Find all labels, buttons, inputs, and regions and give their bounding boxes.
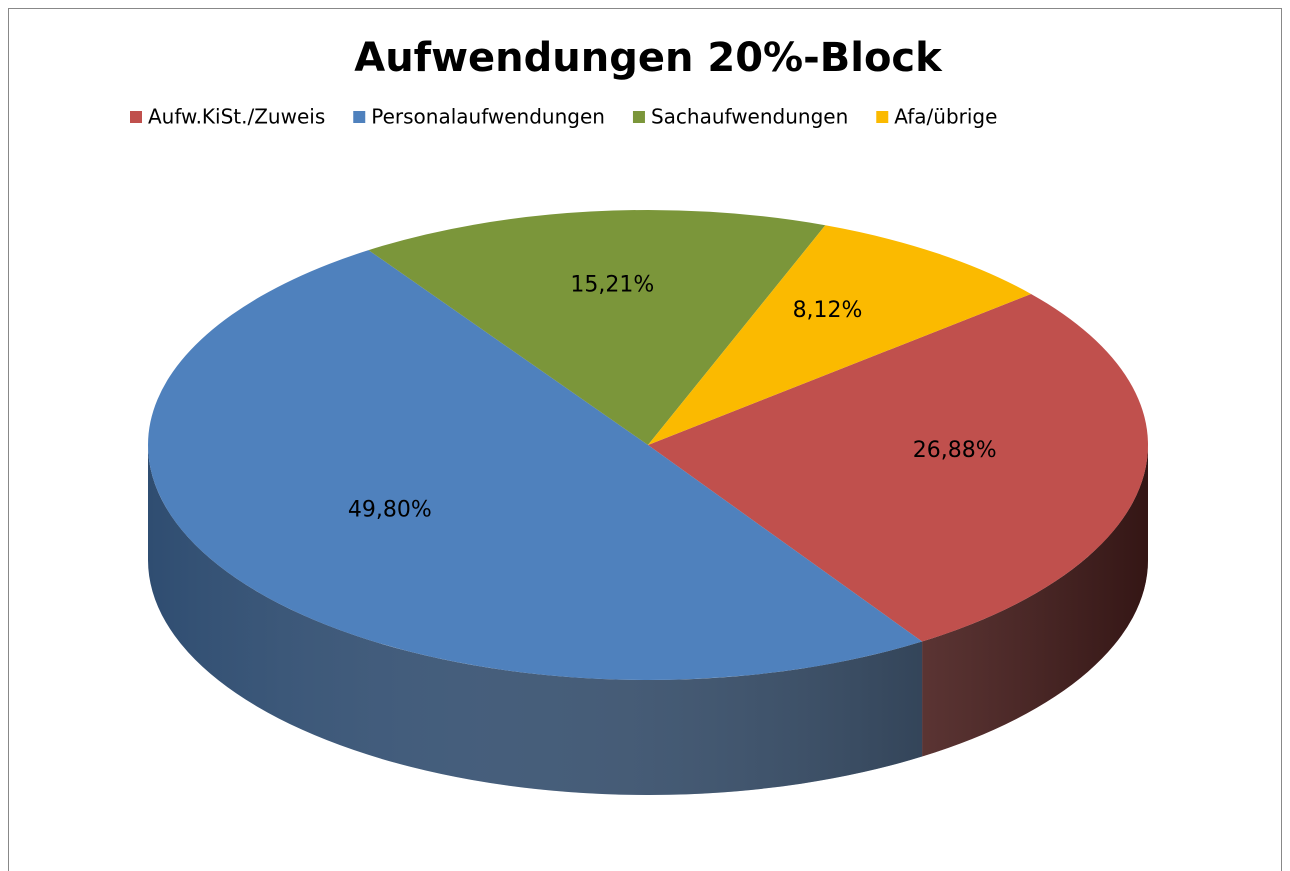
legend-swatch — [632, 111, 645, 123]
chart-title: Aufwendungen 20%-Block — [354, 35, 943, 81]
pie-slice — [648, 225, 1032, 445]
legend-label: Personalaufwendungen — [371, 105, 605, 129]
pie-slice — [368, 209, 826, 445]
legend-label: Afa/übrige — [894, 105, 997, 129]
data-label: 49,80% — [348, 498, 432, 523]
data-label: 15,21% — [570, 272, 654, 297]
data-label: 26,88% — [913, 438, 997, 463]
legend-label: Aufw.KiSt./Zuweis — [148, 105, 325, 129]
pie-sides — [148, 445, 1148, 795]
legend-label: Sachaufwendungen — [651, 105, 848, 129]
data-labels: 26,88% 49,80% 15,21% 8,12% — [348, 272, 997, 522]
legend-swatch — [876, 111, 889, 123]
data-label: 8,12% — [793, 298, 863, 323]
pie-side-shade — [922, 445, 1148, 757]
frame — [8, 8, 1282, 871]
pie-slice — [148, 250, 923, 680]
pie-tops — [148, 209, 1148, 680]
legend: Aufw.KiSt./Zuweis Personalaufwendungen Sac… — [130, 105, 997, 129]
pie-side-shade — [148, 445, 923, 795]
legend-swatch — [353, 111, 366, 123]
legend-swatch — [130, 111, 142, 123]
pie-slice — [648, 293, 1148, 642]
